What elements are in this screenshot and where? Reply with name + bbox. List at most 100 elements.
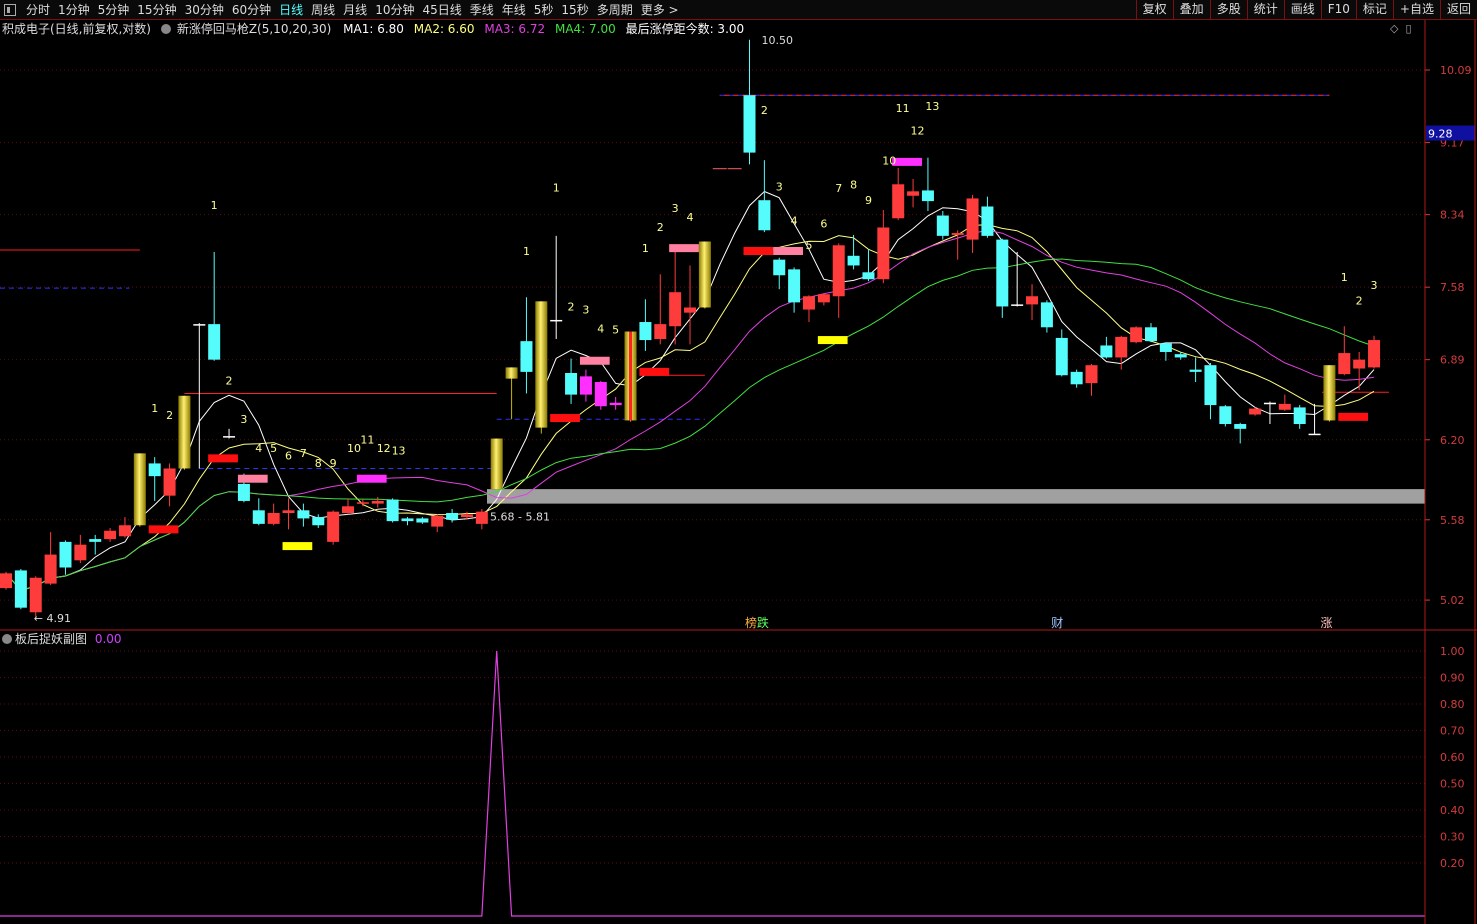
toolbar-button-6[interactable]: 标记 bbox=[1355, 0, 1393, 19]
candle bbox=[1263, 401, 1276, 425]
candle-body bbox=[1293, 407, 1306, 425]
tab-1[interactable]: 1分钟 bbox=[58, 3, 90, 17]
candle bbox=[550, 235, 563, 339]
candle-body bbox=[936, 215, 949, 236]
candle-body bbox=[312, 517, 325, 526]
count-label: 1 bbox=[642, 242, 649, 255]
candle-body bbox=[1144, 327, 1157, 342]
count-label: 10 bbox=[347, 442, 361, 455]
sub-indicator-icon[interactable] bbox=[2, 634, 12, 644]
candle bbox=[565, 358, 578, 404]
toolbar-button-8[interactable]: 返回 bbox=[1439, 0, 1477, 19]
candle bbox=[654, 274, 667, 345]
tab-8[interactable]: 月线 bbox=[343, 3, 368, 17]
candle bbox=[14, 568, 27, 610]
tab-16[interactable]: 更多 > bbox=[640, 3, 679, 17]
count-label: 1 bbox=[211, 199, 218, 212]
toolbar-button-1[interactable]: 叠加 bbox=[1172, 0, 1210, 19]
tab-7[interactable]: 周线 bbox=[311, 3, 336, 17]
tab-9[interactable]: 10分钟 bbox=[375, 3, 415, 17]
count-label: 5 bbox=[270, 442, 277, 455]
toolbar-button-5[interactable]: F10 bbox=[1320, 0, 1356, 19]
candle bbox=[1293, 405, 1306, 429]
candle-body bbox=[817, 294, 830, 303]
candle bbox=[1278, 394, 1291, 411]
tab-2[interactable]: 5分钟 bbox=[97, 3, 130, 17]
candle bbox=[59, 540, 72, 575]
candle bbox=[1070, 369, 1083, 388]
toolbar-buttons: 复权 叠加 多股 统计 画线 F10 标记 +自选 返回 bbox=[1135, 0, 1477, 19]
toolbar-button-7[interactable]: +自选 bbox=[1392, 0, 1440, 19]
candle bbox=[788, 267, 801, 313]
toolbar-button-0[interactable]: 复权 bbox=[1135, 0, 1173, 19]
candle-body bbox=[342, 506, 355, 514]
candle-body bbox=[386, 499, 399, 522]
candle bbox=[252, 498, 265, 526]
sub-chart: 1.00 0.90 0.80 0.70 0.60 0.50 0.40 0.30 0.20 bbox=[0, 645, 1465, 917]
candle bbox=[44, 532, 57, 586]
candle-body bbox=[1308, 433, 1321, 436]
count-label: 8 bbox=[315, 457, 322, 470]
tab-3[interactable]: 15分钟 bbox=[137, 3, 177, 17]
candle-body bbox=[193, 324, 206, 326]
candle-body bbox=[252, 510, 265, 524]
candle-body bbox=[475, 511, 488, 524]
candle-body bbox=[1026, 296, 1039, 305]
candle-body bbox=[1115, 336, 1128, 358]
candle bbox=[1204, 362, 1217, 420]
count-label: 2 bbox=[657, 221, 664, 234]
candle-body bbox=[907, 191, 920, 196]
candle-body bbox=[520, 341, 533, 372]
tab-6[interactable]: 日线 bbox=[279, 3, 304, 17]
candle-body bbox=[966, 198, 979, 240]
candle-body bbox=[1338, 353, 1351, 375]
grid-lines bbox=[0, 69, 1425, 601]
price-band bbox=[487, 489, 1425, 504]
candle bbox=[1085, 364, 1098, 396]
toolbar-button-4[interactable]: 画线 bbox=[1283, 0, 1321, 19]
tab-0[interactable]: 分时 bbox=[26, 3, 51, 17]
tab-12[interactable]: 年线 bbox=[501, 3, 526, 17]
tab-15[interactable]: 多周期 bbox=[596, 3, 633, 17]
candle bbox=[996, 238, 1009, 318]
window-icon[interactable] bbox=[4, 3, 16, 16]
candle-body bbox=[356, 502, 369, 504]
tab-13[interactable]: 5秒 bbox=[533, 3, 554, 17]
candle-body bbox=[758, 200, 771, 231]
candle bbox=[74, 534, 87, 564]
candle bbox=[1234, 422, 1247, 444]
tab-11[interactable]: 季线 bbox=[469, 3, 494, 17]
candle-body bbox=[1070, 371, 1083, 385]
sub-axis-label: 0.40 bbox=[1440, 804, 1465, 817]
candle bbox=[758, 160, 771, 233]
candle-body bbox=[416, 518, 429, 523]
count-label: 2 bbox=[1356, 294, 1363, 307]
tab-14[interactable]: 15秒 bbox=[561, 3, 589, 17]
indicator-name[interactable]: 新涨停回马枪Z(5,10,20,30) bbox=[176, 22, 332, 36]
candle-body bbox=[118, 525, 131, 537]
candle bbox=[178, 395, 191, 470]
indicator-settings-icon[interactable] bbox=[160, 24, 171, 34]
tab-10[interactable]: 45日线 bbox=[422, 3, 462, 17]
count-label: 13 bbox=[392, 445, 406, 458]
signal-marker-bar bbox=[639, 367, 670, 376]
tab-4[interactable]: 30分钟 bbox=[184, 3, 224, 17]
candle bbox=[118, 517, 131, 538]
candle-body bbox=[59, 541, 72, 568]
toolbar-button-2[interactable]: 多股 bbox=[1209, 0, 1247, 19]
axis-tick-label: 5.02 bbox=[1440, 594, 1465, 607]
diamond-icon[interactable]: ◇ bbox=[1390, 22, 1399, 35]
candle-body bbox=[773, 259, 786, 276]
chart-corner-tools: ◇ ▯ bbox=[1390, 22, 1412, 35]
panel-toggle-icon[interactable]: ▯ bbox=[1405, 22, 1412, 35]
price-axis: 10.099.178.347.586.896.205.585.029.28 bbox=[1425, 64, 1475, 607]
axis-tick-label: 7.58 bbox=[1440, 281, 1465, 294]
candle bbox=[1011, 251, 1024, 307]
candle bbox=[312, 514, 325, 528]
toolbar-button-3[interactable]: 统计 bbox=[1246, 0, 1284, 19]
candle-body bbox=[550, 319, 563, 322]
sub-chart-title[interactable]: 板后捉妖副图 bbox=[15, 632, 88, 646]
sub-axis-label: 0.70 bbox=[1440, 725, 1465, 738]
tab-5[interactable]: 60分钟 bbox=[231, 3, 272, 17]
